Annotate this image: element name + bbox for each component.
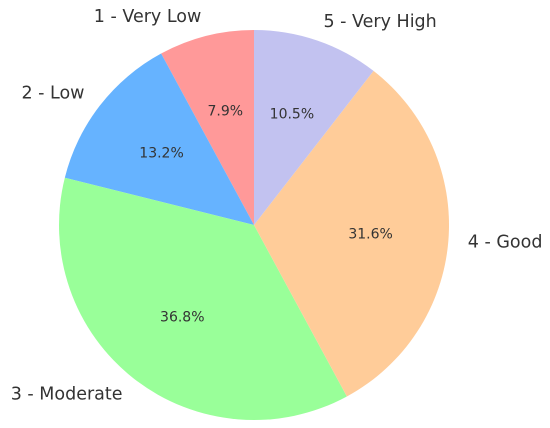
pie-slice-5 [254, 30, 374, 225]
pie-slice-2 [64, 53, 254, 225]
pie-pct-label-2: 13.2% [139, 145, 183, 161]
pie-pct-label-4: 31.6% [348, 227, 392, 243]
pie-slice-4 [254, 70, 450, 397]
pie-pct-label-5: 10.5% [270, 106, 314, 122]
pie-slices [59, 30, 450, 421]
pie-slice-3 [59, 177, 347, 421]
pie-category-label-2: 2 - Low [21, 84, 84, 104]
pie-pct-label-1: 7.9% [207, 104, 243, 120]
pie-pct-label-3: 36.8% [160, 309, 204, 325]
pie-labels: 7.9% 1 - Very Low 13.2% 2 - Low 36.8% 3 - Mod… [11, 7, 543, 404]
pie-category-label-5: 5 - Very High [323, 12, 436, 32]
pie-category-label-3: 3 - Moderate [11, 384, 123, 404]
pie-category-label-1: 1 - Very Low [94, 7, 202, 27]
pie-category-label-4: 4 - Good [468, 233, 543, 253]
pie-slice-1 [161, 30, 254, 225]
